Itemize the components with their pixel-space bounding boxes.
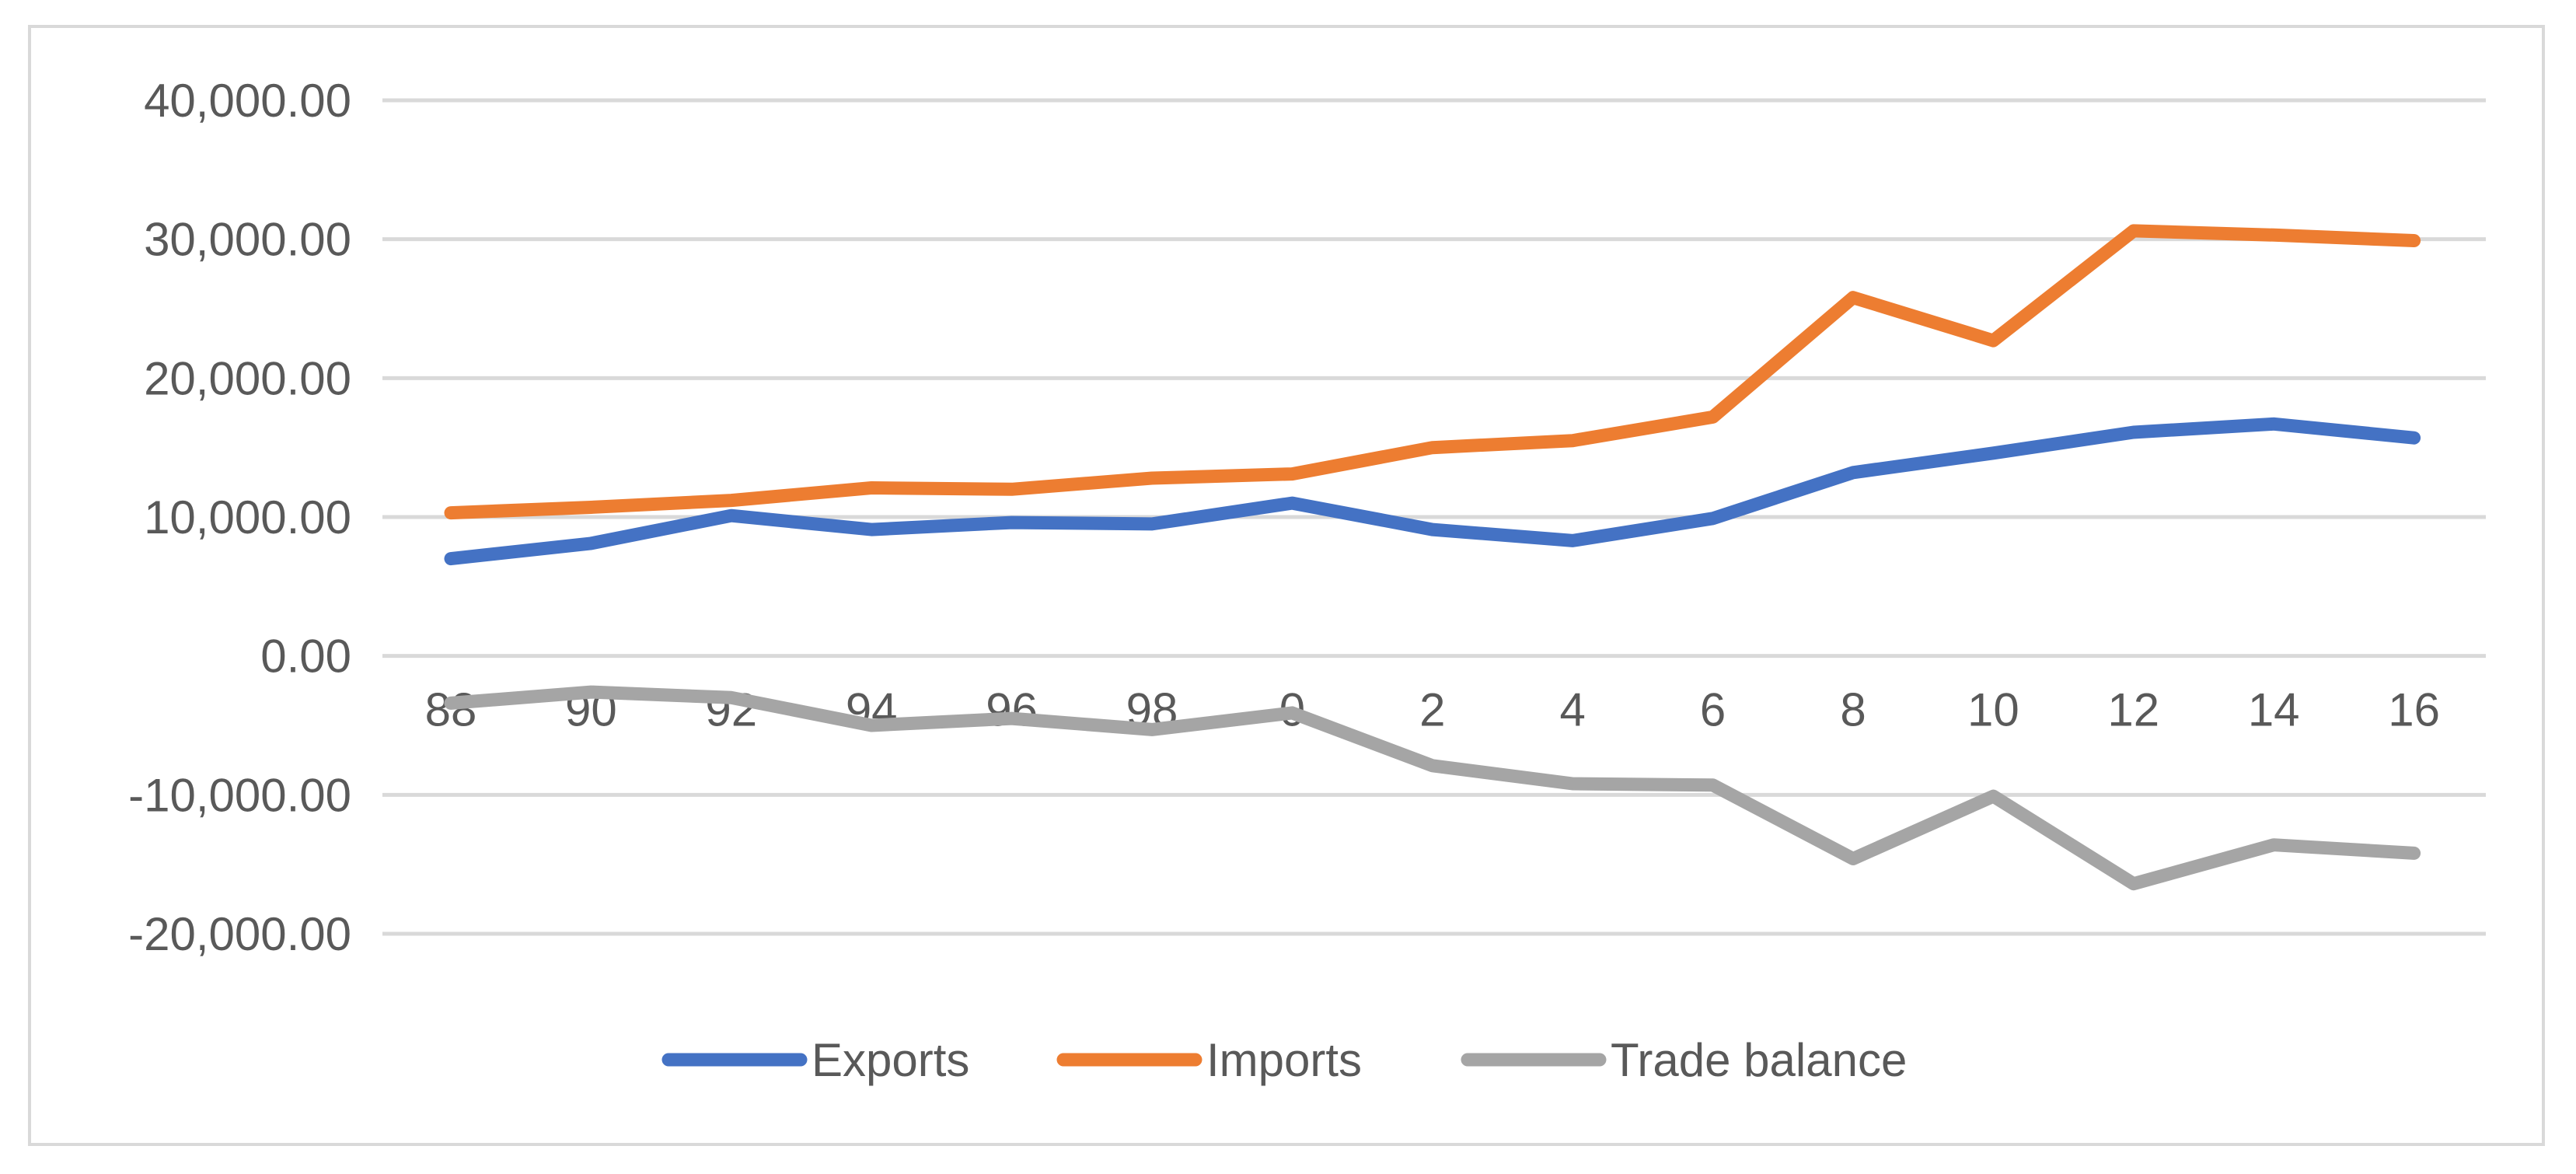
y-tick-label: 0.00 xyxy=(260,631,351,683)
x-tick-label: 96 xyxy=(986,684,1038,736)
x-tick-label: 6 xyxy=(1700,684,1726,736)
y-axis-tick-labels: -20,000.00 -10,000.00 0.00 10,000.00 20,000.… xyxy=(128,75,351,960)
legend: Exports Imports Trade balance xyxy=(661,1034,1907,1086)
y-tick-label: 10,000.00 xyxy=(144,491,351,543)
y-tick-label: -10,000.00 xyxy=(128,769,351,821)
x-tick-label: 8 xyxy=(1840,684,1866,736)
chart-frame: -20,000.00 -10,000.00 0.00 10,000.00 20,000.… xyxy=(28,25,2545,1146)
legend-label-imports: Imports xyxy=(1206,1034,1362,1086)
x-tick-label: 12 xyxy=(2107,684,2159,736)
series-line-exports xyxy=(444,417,2421,566)
x-tick-label: 10 xyxy=(1967,684,2019,736)
series-line-imports xyxy=(444,224,2421,520)
line-chart: -20,000.00 -10,000.00 0.00 10,000.00 20,000.… xyxy=(128,75,2486,1086)
x-tick-label: 14 xyxy=(2248,684,2300,736)
legend-label-exports: Exports xyxy=(812,1034,969,1086)
y-tick-label: -20,000.00 xyxy=(128,908,351,960)
x-tick-label: 2 xyxy=(1419,684,1445,736)
series-line-trade-balance xyxy=(444,685,2421,891)
y-tick-label: 40,000.00 xyxy=(144,75,351,127)
x-tick-label: 4 xyxy=(1560,684,1586,736)
x-tick-label: 16 xyxy=(2388,684,2440,736)
y-tick-label: 20,000.00 xyxy=(144,352,351,404)
legend-label-trade-balance: Trade balance xyxy=(1611,1034,1907,1086)
x-tick-label: 88 xyxy=(425,684,477,736)
series-lines xyxy=(444,224,2421,891)
y-tick-label: 30,000.00 xyxy=(144,214,351,266)
